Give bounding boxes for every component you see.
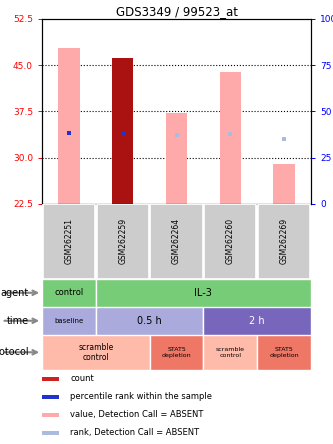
Text: percentile rank within the sample: percentile rank within the sample: [70, 392, 212, 401]
Bar: [166, 112, 187, 204]
Text: scramble
control: scramble control: [78, 343, 114, 362]
Bar: [42, 279, 96, 307]
Bar: [42, 413, 60, 417]
Bar: [203, 335, 257, 370]
Bar: [42, 377, 60, 381]
Bar: [96, 307, 203, 335]
Bar: [151, 204, 202, 279]
Text: STAT5
depletion: STAT5 depletion: [269, 347, 299, 358]
Text: GSM262264: GSM262264: [172, 218, 181, 264]
Text: rank, Detection Call = ABSENT: rank, Detection Call = ABSENT: [70, 428, 199, 437]
Text: protocol: protocol: [0, 347, 29, 357]
Text: GSM262251: GSM262251: [64, 218, 73, 264]
Bar: [43, 204, 95, 279]
Text: value, Detection Call = ABSENT: value, Detection Call = ABSENT: [70, 410, 203, 419]
Bar: [42, 431, 60, 435]
Text: GSM262260: GSM262260: [226, 218, 235, 264]
Bar: [258, 204, 310, 279]
Bar: [204, 204, 256, 279]
Text: scramble
control: scramble control: [216, 347, 245, 358]
Text: STAT5
depletion: STAT5 depletion: [162, 347, 191, 358]
Bar: [96, 279, 311, 307]
Bar: [257, 335, 311, 370]
Bar: [203, 307, 311, 335]
Text: 0.5 h: 0.5 h: [137, 316, 162, 326]
Title: GDS3349 / 99523_at: GDS3349 / 99523_at: [116, 4, 237, 18]
Bar: [97, 204, 149, 279]
Text: GSM262259: GSM262259: [118, 218, 127, 264]
Bar: [219, 72, 241, 204]
Bar: [42, 335, 150, 370]
Bar: [273, 164, 295, 204]
Text: agent: agent: [0, 288, 29, 298]
Bar: [112, 58, 134, 204]
Text: GSM262269: GSM262269: [280, 218, 289, 264]
Bar: [58, 48, 80, 204]
Text: IL-3: IL-3: [194, 288, 212, 298]
Text: count: count: [70, 374, 94, 383]
Text: time: time: [7, 316, 29, 326]
Text: control: control: [54, 288, 84, 297]
Bar: [42, 307, 96, 335]
Text: 2 h: 2 h: [249, 316, 265, 326]
Bar: [42, 395, 60, 399]
Text: baseline: baseline: [54, 318, 84, 324]
Bar: [150, 335, 203, 370]
